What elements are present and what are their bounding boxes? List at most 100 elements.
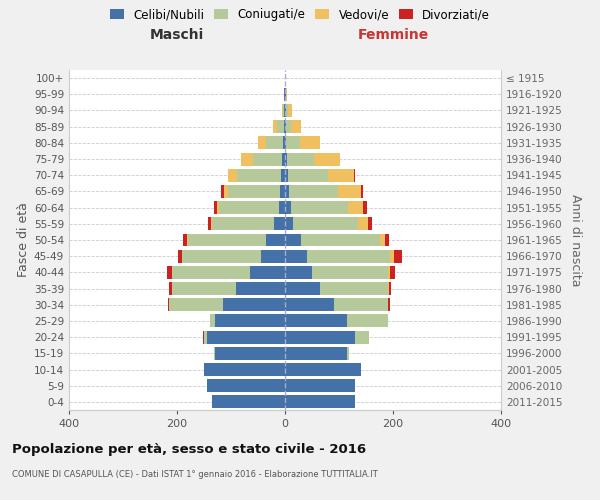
Text: COMUNE DI CASAPULLA (CE) - Dati ISTAT 1° gennaio 2016 - Elaborazione TUTTITALIA.: COMUNE DI CASAPULLA (CE) - Dati ISTAT 1°… [12, 470, 378, 479]
Bar [277, 120, 284, 133]
Bar [285, 363, 361, 376]
Bar [221, 185, 224, 198]
Bar [169, 282, 172, 295]
Bar [188, 234, 266, 246]
Bar [385, 234, 389, 246]
Text: Popolazione per età, sesso e stato civile - 2016: Popolazione per età, sesso e stato civil… [12, 442, 366, 456]
Bar [285, 282, 320, 295]
Bar [285, 152, 287, 166]
Bar [285, 234, 301, 246]
Bar [169, 298, 223, 311]
Bar [320, 282, 388, 295]
Bar [299, 136, 320, 149]
Bar [347, 314, 388, 328]
Bar [278, 201, 285, 214]
Bar [355, 330, 368, 344]
Bar [289, 185, 338, 198]
Bar [285, 136, 286, 149]
Bar [348, 201, 364, 214]
Bar [168, 298, 169, 311]
Bar [285, 347, 347, 360]
Bar [285, 298, 334, 311]
Bar [312, 266, 388, 279]
Bar [280, 185, 285, 198]
Y-axis label: Anni di nascita: Anni di nascita [569, 194, 582, 286]
Bar [217, 201, 219, 214]
Bar [214, 201, 217, 214]
Bar [228, 169, 238, 181]
Bar [206, 330, 285, 344]
Bar [380, 234, 385, 246]
Bar [285, 250, 307, 262]
Bar [266, 136, 283, 149]
Bar [301, 234, 380, 246]
Bar [253, 152, 283, 166]
Bar [219, 201, 278, 214]
Legend: Celibi/Nubili, Coniugati/e, Vedovi/e, Divorziati/e: Celibi/Nubili, Coniugati/e, Vedovi/e, Di… [107, 6, 493, 24]
Bar [215, 314, 285, 328]
Bar [390, 266, 395, 279]
Bar [238, 169, 281, 181]
Bar [285, 396, 355, 408]
Bar [224, 185, 229, 198]
Bar [211, 314, 215, 328]
Bar [283, 136, 285, 149]
Bar [347, 347, 349, 360]
Bar [172, 282, 236, 295]
Bar [286, 104, 288, 117]
Bar [285, 266, 312, 279]
Bar [229, 185, 280, 198]
Bar [285, 330, 355, 344]
Bar [388, 266, 390, 279]
Bar [273, 120, 277, 133]
Bar [391, 250, 394, 262]
Bar [266, 234, 285, 246]
Text: Femmine: Femmine [358, 28, 428, 42]
Bar [286, 136, 299, 149]
Bar [285, 169, 288, 181]
Bar [389, 282, 391, 295]
Bar [212, 218, 274, 230]
Bar [215, 347, 285, 360]
Bar [291, 120, 301, 133]
Bar [241, 152, 253, 166]
Bar [314, 152, 340, 166]
Y-axis label: Fasce di età: Fasce di età [17, 202, 30, 278]
Bar [223, 298, 285, 311]
Bar [286, 88, 287, 101]
Bar [212, 396, 285, 408]
Bar [292, 201, 348, 214]
Bar [204, 363, 285, 376]
Bar [338, 185, 361, 198]
Bar [285, 379, 355, 392]
Bar [182, 250, 260, 262]
Bar [334, 298, 388, 311]
Bar [282, 104, 283, 117]
Bar [364, 201, 367, 214]
Bar [286, 120, 291, 133]
Bar [283, 152, 285, 166]
Bar [288, 104, 292, 117]
Bar [394, 250, 401, 262]
Bar [260, 250, 285, 262]
Bar [236, 282, 285, 295]
Bar [250, 266, 285, 279]
Bar [307, 250, 391, 262]
Bar [211, 218, 212, 230]
Bar [285, 218, 293, 230]
Bar [388, 282, 389, 295]
Bar [283, 104, 284, 117]
Bar [258, 136, 266, 149]
Bar [285, 185, 289, 198]
Text: Maschi: Maschi [150, 28, 204, 42]
Bar [208, 218, 211, 230]
Bar [358, 218, 368, 230]
Bar [183, 234, 187, 246]
Bar [287, 152, 314, 166]
Bar [167, 266, 172, 279]
Bar [284, 120, 285, 133]
Bar [388, 298, 390, 311]
Bar [172, 266, 250, 279]
Bar [285, 314, 347, 328]
Bar [206, 379, 285, 392]
